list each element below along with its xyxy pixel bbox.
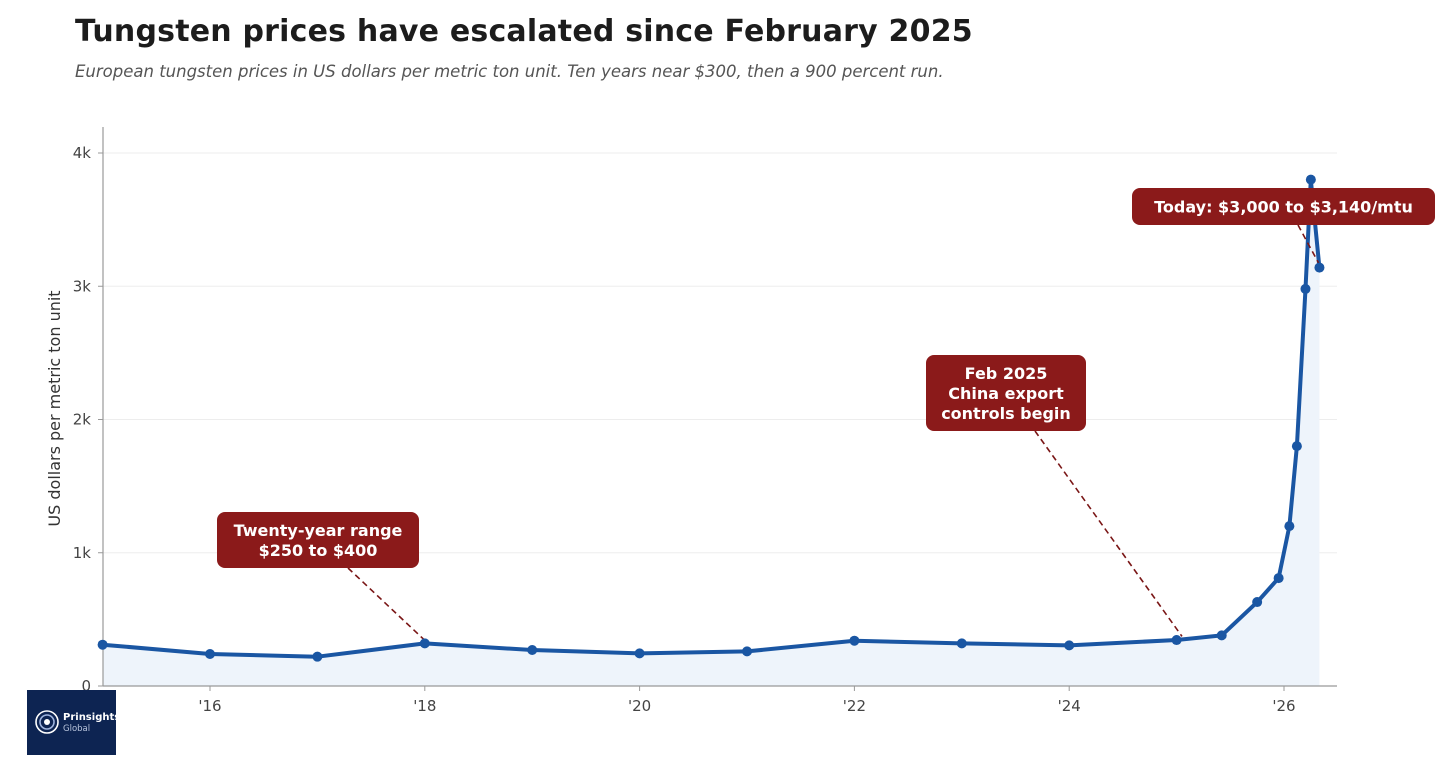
- data-points: [97, 174, 1325, 662]
- x-tick-label: '18: [413, 697, 436, 715]
- annotation-leader: [1034, 430, 1183, 637]
- data-point: [1171, 635, 1182, 646]
- data-point: [1291, 441, 1302, 452]
- spiral-logo-icon: [35, 710, 59, 734]
- logo-subtitle: Global: [63, 724, 91, 734]
- y-axis-label: US dollars per metric ton unit: [45, 290, 64, 526]
- axes: 0 1k 2k 3k 4k '16 '18 '20 '22 '24 '26 US dollars pe…: [45, 127, 1337, 715]
- data-point: [956, 638, 967, 649]
- annotation-text: Feb 2025: [965, 364, 1048, 383]
- annotations: Twenty-year range$250 to $400 Feb 2025Chi…: [217, 188, 1435, 641]
- x-tick-label: '26: [1272, 697, 1295, 715]
- y-tick-label: 1k: [73, 544, 92, 562]
- annotation-box: [926, 355, 1086, 431]
- y-tick-label: 0: [81, 677, 91, 695]
- data-point: [205, 649, 215, 660]
- x-tick-label: '20: [628, 697, 651, 715]
- y-tick-label: 3k: [73, 277, 92, 295]
- annotation-text: China export: [948, 384, 1064, 403]
- x-tick-label: '22: [843, 697, 866, 715]
- data-point: [1216, 630, 1227, 641]
- logo-name: Prinsights: [63, 712, 121, 723]
- annotation-text: controls begin: [941, 404, 1071, 423]
- y-tick-label: 4k: [73, 144, 92, 162]
- data-point: [527, 645, 538, 656]
- annotation-box: [1132, 188, 1435, 225]
- y-tick-label: 2k: [73, 411, 92, 429]
- data-point: [1305, 174, 1316, 185]
- annotation-text: Twenty-year range: [234, 521, 403, 540]
- data-point: [419, 638, 430, 649]
- annotation-leader: [1297, 224, 1321, 265]
- data-point: [97, 639, 108, 650]
- data-point: [1273, 573, 1284, 584]
- data-point: [1314, 262, 1325, 273]
- area-fill: [102, 179, 1320, 686]
- chart-subtitle: European tungsten prices in US dollars p…: [75, 62, 944, 81]
- prinsights-logo: Prinsights Global: [27, 690, 120, 755]
- data-point: [1064, 640, 1075, 651]
- annotation-leader: [347, 567, 426, 641]
- annotation-text: $250 to $400: [259, 541, 378, 560]
- data-point: [742, 646, 752, 657]
- price-area: [102, 179, 1320, 686]
- price-line: [100, 177, 1322, 659]
- data-point: [1300, 283, 1311, 294]
- annotation-box: [217, 512, 419, 568]
- data-point: [1284, 521, 1295, 532]
- data-point: [1252, 597, 1263, 608]
- data-point: [634, 648, 645, 659]
- data-point: [312, 651, 323, 662]
- x-tick-label: '16: [198, 697, 221, 715]
- data-point: [849, 635, 860, 646]
- x-tick-label: '24: [1058, 697, 1081, 715]
- annotation-text: Today: $3,000 to $3,140/mtu: [1154, 198, 1413, 217]
- price-series: [100, 177, 1322, 659]
- chart-title: Tungsten prices have escalated since Feb…: [75, 14, 973, 49]
